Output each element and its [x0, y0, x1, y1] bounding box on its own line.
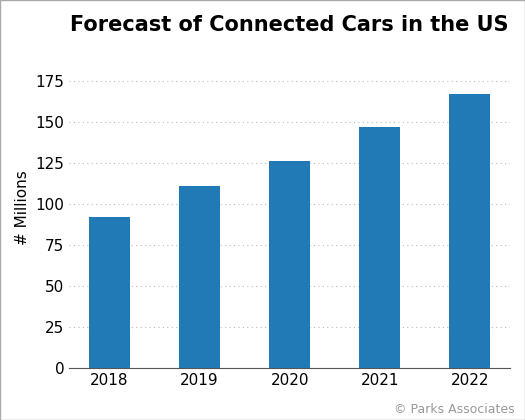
Bar [89, 217, 130, 368]
Bar [269, 161, 310, 368]
Y-axis label: # Millions: # Millions [15, 171, 30, 245]
Bar [180, 186, 220, 368]
Bar [360, 126, 400, 368]
Text: © Parks Associates: © Parks Associates [394, 403, 514, 416]
Title: Forecast of Connected Cars in the US: Forecast of Connected Cars in the US [70, 15, 509, 35]
Bar [449, 94, 490, 368]
